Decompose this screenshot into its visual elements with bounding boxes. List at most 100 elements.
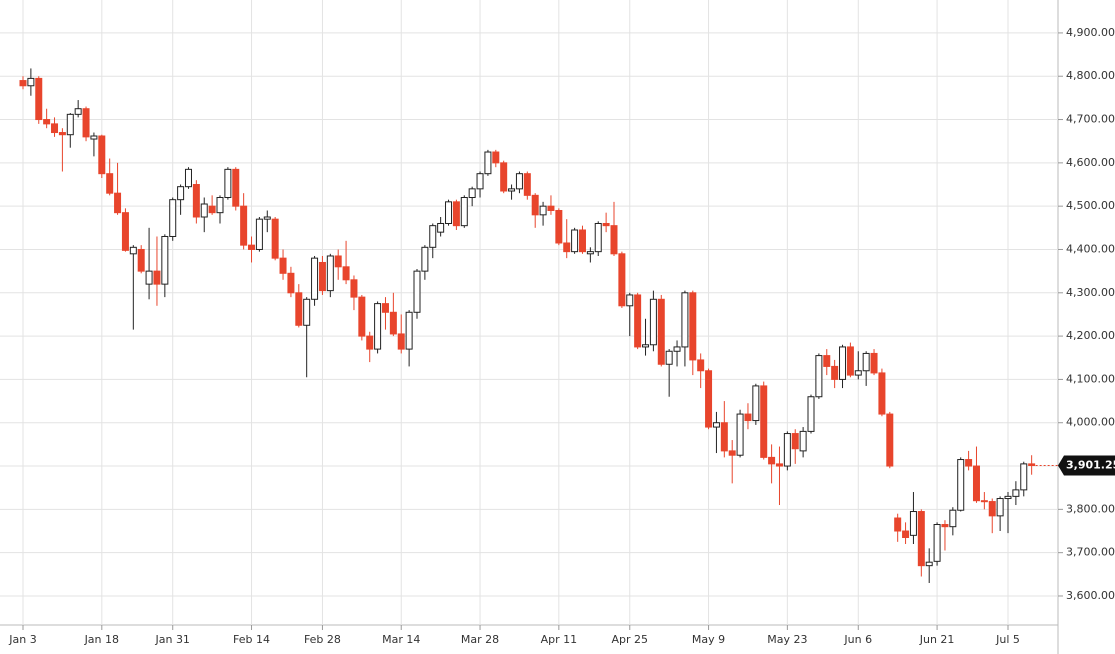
candle-body (744, 413, 752, 422)
y-tick-label: 4,500.00 (1066, 199, 1115, 212)
candle-body (200, 203, 208, 218)
candle-body (161, 235, 169, 285)
candle-body (326, 255, 334, 292)
candle-body (634, 294, 642, 348)
candle-body (610, 225, 618, 255)
candle-body (586, 251, 594, 255)
candle-body (35, 77, 43, 121)
y-tick-label: 4,800.00 (1066, 69, 1115, 82)
last-price-badge (1058, 455, 1115, 476)
candle-body (870, 352, 878, 374)
candle-body (169, 199, 177, 237)
candle-body (941, 524, 949, 528)
candle-body (492, 151, 500, 164)
candle-body (82, 108, 90, 138)
y-tick-label: 3,600.00 (1066, 589, 1115, 602)
candle-body (389, 311, 397, 335)
candle-body (114, 192, 122, 214)
candle-body (381, 303, 389, 313)
candle-body (445, 201, 453, 224)
candle-body (216, 197, 224, 214)
candle-body (965, 459, 973, 467)
candle-body (129, 246, 137, 255)
x-tick-label: Apr 11 (541, 633, 578, 646)
candle-body (815, 355, 823, 398)
candle-body (452, 201, 460, 227)
y-tick-label: 4,000.00 (1066, 416, 1115, 429)
candle-body (728, 450, 736, 456)
candle-body (555, 209, 563, 244)
candle-body (783, 433, 791, 467)
candle-body (508, 188, 516, 192)
x-tick-label: Jul 5 (995, 633, 1020, 646)
candle-body (271, 218, 279, 259)
candle-body (791, 433, 799, 450)
candle-body (515, 173, 523, 190)
candle-body (484, 151, 492, 175)
candle-body (862, 352, 870, 372)
candle-body (807, 396, 815, 432)
candle-body (649, 298, 657, 346)
candle-body (248, 244, 256, 250)
candle-body (1020, 463, 1028, 491)
candle-body (571, 229, 579, 253)
candle-body (760, 385, 768, 458)
candle-body (311, 257, 319, 300)
candle-body (27, 77, 35, 87)
candle-body (933, 524, 941, 562)
candle-body (177, 186, 185, 201)
candle-body (279, 257, 287, 274)
y-tick-label: 4,600.00 (1066, 156, 1115, 169)
candle-body (232, 168, 240, 207)
candle-body (909, 511, 917, 536)
candle-body (712, 422, 720, 428)
candle-body (854, 370, 862, 376)
x-tick-label: Feb 14 (233, 633, 270, 646)
candle-body (563, 242, 571, 253)
x-tick-label: Jun 21 (919, 633, 955, 646)
y-tick-label: 4,200.00 (1066, 329, 1115, 342)
candle-body (547, 205, 555, 211)
candle-body (500, 162, 508, 192)
y-tick-label: 3,700.00 (1066, 546, 1115, 559)
candle-body (184, 168, 192, 188)
candle-body (720, 422, 728, 452)
candle-body (208, 205, 216, 214)
candle-body (192, 184, 200, 218)
candle-body (350, 279, 358, 298)
candle-body (358, 296, 366, 337)
candle-body (768, 456, 776, 465)
candle-body (578, 229, 586, 253)
candle-body (287, 272, 295, 294)
candle-body (106, 173, 114, 194)
candle-body (437, 222, 445, 233)
candle-body (988, 501, 996, 517)
candle-body (831, 365, 839, 380)
candle-body (19, 80, 27, 87)
x-tick-label: Jan 31 (154, 633, 189, 646)
candle-body (405, 311, 413, 350)
candle-body (263, 216, 271, 220)
candle-body (799, 430, 807, 452)
candle-body (972, 465, 980, 502)
candle-body (74, 108, 82, 115)
candle-body (736, 413, 744, 456)
candle-body (626, 294, 634, 307)
candle-body (697, 359, 705, 372)
candle-body (886, 413, 894, 467)
candle-body (224, 168, 232, 199)
candle-body (318, 261, 326, 292)
x-tick-label: Feb 28 (304, 633, 341, 646)
candle-body (295, 292, 303, 326)
x-tick-label: Jan 3 (8, 633, 36, 646)
candle-body (137, 248, 145, 272)
candle-body (823, 355, 831, 367)
candle-body (846, 346, 854, 376)
y-tick-label: 4,900.00 (1066, 26, 1115, 39)
candle-body (58, 132, 66, 136)
candle-body (689, 292, 697, 361)
y-tick-label: 3,800.00 (1066, 502, 1115, 515)
candle-body (1012, 489, 1020, 497)
